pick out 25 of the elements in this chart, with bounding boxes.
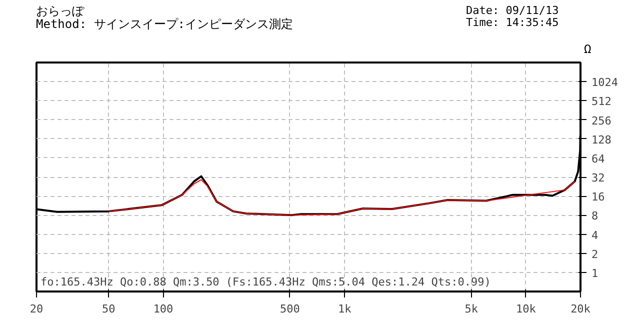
chart-subtitle: おらっぽ (36, 4, 84, 18)
text: Date: 09/11/13 (466, 4, 559, 17)
x-tick-label: 1k (338, 302, 352, 316)
x-tick-label: 20 (30, 302, 44, 316)
y-tick-label: 256 (592, 114, 612, 128)
y-tick-label: 16 (592, 190, 605, 204)
x-tick-label: 50 (102, 302, 116, 316)
text: Time: 14:35:45 (466, 16, 559, 29)
y-tick-label: 128 (592, 133, 612, 146)
y-tick-label: 1024 (592, 76, 618, 90)
y-tick-label: 32 (592, 172, 605, 184)
y-tick-label: 64 (592, 152, 606, 166)
x-tick-label: 20k (570, 302, 591, 316)
annotation: fo:165.43Hz Qo:0.88 Qm:3.50 (Fs:165.43Hz Qms:5.04 Qes:1.24 Qts:0.99) (40, 276, 491, 288)
text: Method: サインスイープ:インピーダンス測定 (36, 17, 294, 31)
x-tick-label: 5k (464, 302, 478, 316)
y-tick-label: 512 (592, 95, 612, 108)
x-tick-label: 10k (516, 302, 536, 316)
y-axis-title: Ω (584, 42, 592, 56)
y-tick-label: 1 (592, 266, 598, 280)
y-tick-label: 2 (592, 248, 598, 261)
y-tick-label: 8 (592, 210, 598, 223)
x-tick-label: 500 (280, 302, 300, 316)
y-tick-label: 4 (592, 228, 598, 242)
x-tick-label: 100 (153, 302, 174, 316)
